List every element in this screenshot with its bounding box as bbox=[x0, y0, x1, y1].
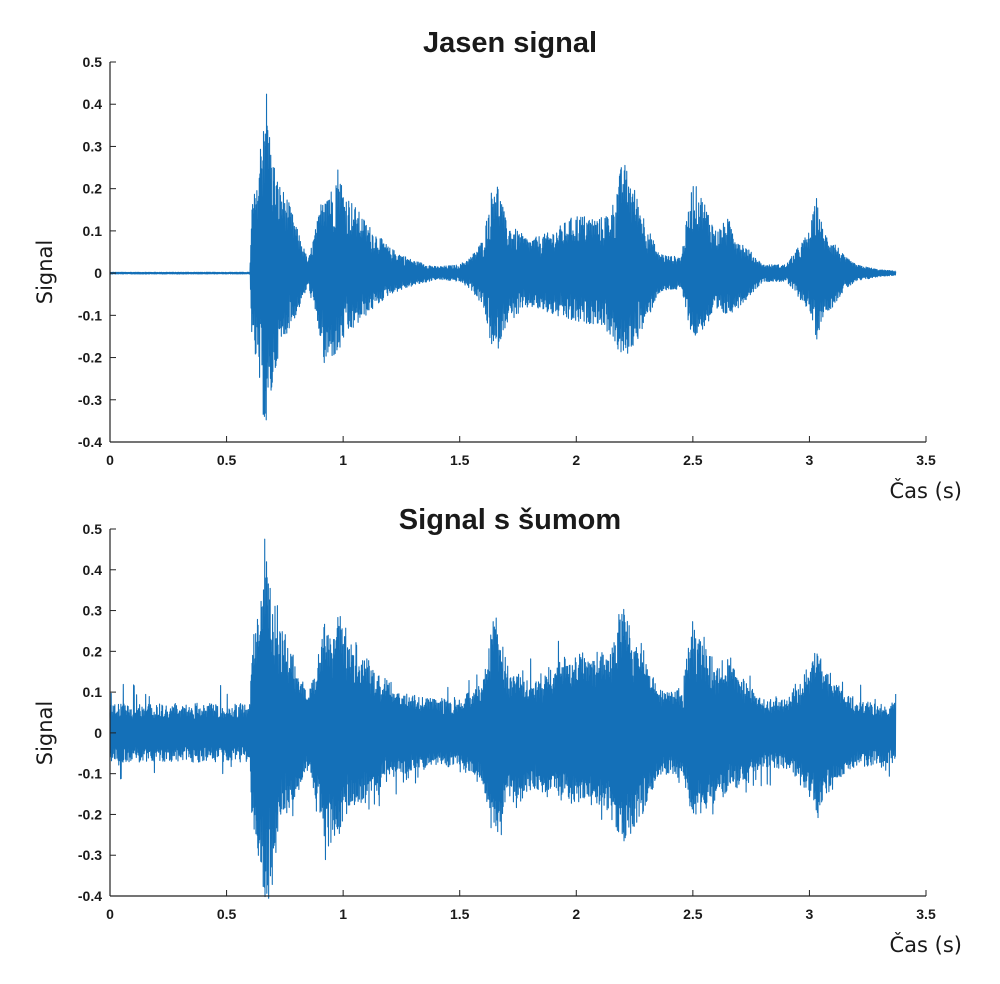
waveform-series-1 bbox=[109, 538, 897, 899]
y-tick-label: -0.4 bbox=[78, 434, 102, 450]
y-tick-label: -0.2 bbox=[78, 350, 102, 366]
y-tick-label: 0.4 bbox=[83, 96, 103, 112]
chart-panel-1: Jasen signal 0 0.5 1 1.5 2 2.5 3 3.5 -0.4 -0.3 -0.2… bbox=[33, 27, 962, 503]
waveform-series-1 bbox=[109, 93, 897, 421]
x-tick-label: 0 bbox=[106, 906, 114, 922]
x-tick-label: 1.5 bbox=[450, 452, 470, 468]
x-tick-label: 0 bbox=[106, 452, 114, 468]
x-tick-label: 0.5 bbox=[217, 452, 237, 468]
x-tick-label: 2.5 bbox=[683, 452, 703, 468]
x-tick-label: 0.5 bbox=[217, 906, 237, 922]
x-tick-label: 3.5 bbox=[916, 906, 936, 922]
y-tick-label: -0.1 bbox=[78, 766, 102, 782]
y-tick-label: 0.4 bbox=[83, 562, 103, 578]
y-tick-label: -0.2 bbox=[78, 806, 102, 822]
x-tick-label: 1.5 bbox=[450, 906, 470, 922]
chart-panel-2: Signal s šumom 0 0.5 1 1.5 2 2.5 3 3.5 -0.4 -0.3 -0… bbox=[33, 504, 962, 957]
x-tick-label: 1 bbox=[339, 452, 347, 468]
y-tick-label: 0.5 bbox=[83, 54, 103, 70]
x-tick-label: 3 bbox=[806, 452, 814, 468]
y-tick-label: 0 bbox=[94, 265, 102, 281]
y-axis-label: Signal bbox=[33, 240, 57, 305]
y-tick-label: 0 bbox=[94, 725, 102, 741]
x-tick-label: 2 bbox=[572, 452, 580, 468]
y-tick-label: 0.3 bbox=[83, 138, 103, 154]
chart-title: Signal s šumom bbox=[399, 504, 621, 536]
y-tick-label: 0.1 bbox=[83, 223, 103, 239]
y-tick-label: -0.3 bbox=[78, 392, 102, 408]
x-tick-label: 3 bbox=[806, 906, 814, 922]
y-tick-label: -0.4 bbox=[78, 888, 102, 904]
y-tick-label: -0.1 bbox=[78, 307, 102, 323]
y-tick-label: -0.3 bbox=[78, 847, 102, 863]
chart-title: Jasen signal bbox=[423, 27, 597, 59]
x-axis-label: Čas (s) bbox=[890, 932, 962, 957]
y-tick-label: 0.2 bbox=[83, 181, 103, 197]
y-tick-label: 0.2 bbox=[83, 643, 103, 659]
x-tick-label: 1 bbox=[339, 906, 347, 922]
y-axis-label: Signal bbox=[33, 701, 57, 766]
x-axis-label: Čas (s) bbox=[890, 478, 962, 503]
x-tick-label: 3.5 bbox=[916, 452, 936, 468]
y-tick-label: 0.5 bbox=[83, 521, 103, 537]
y-tick-label: 0.1 bbox=[83, 684, 103, 700]
x-tick-label: 2 bbox=[572, 906, 580, 922]
y-tick-label: 0.3 bbox=[83, 603, 103, 619]
x-tick-label: 2.5 bbox=[683, 906, 703, 922]
